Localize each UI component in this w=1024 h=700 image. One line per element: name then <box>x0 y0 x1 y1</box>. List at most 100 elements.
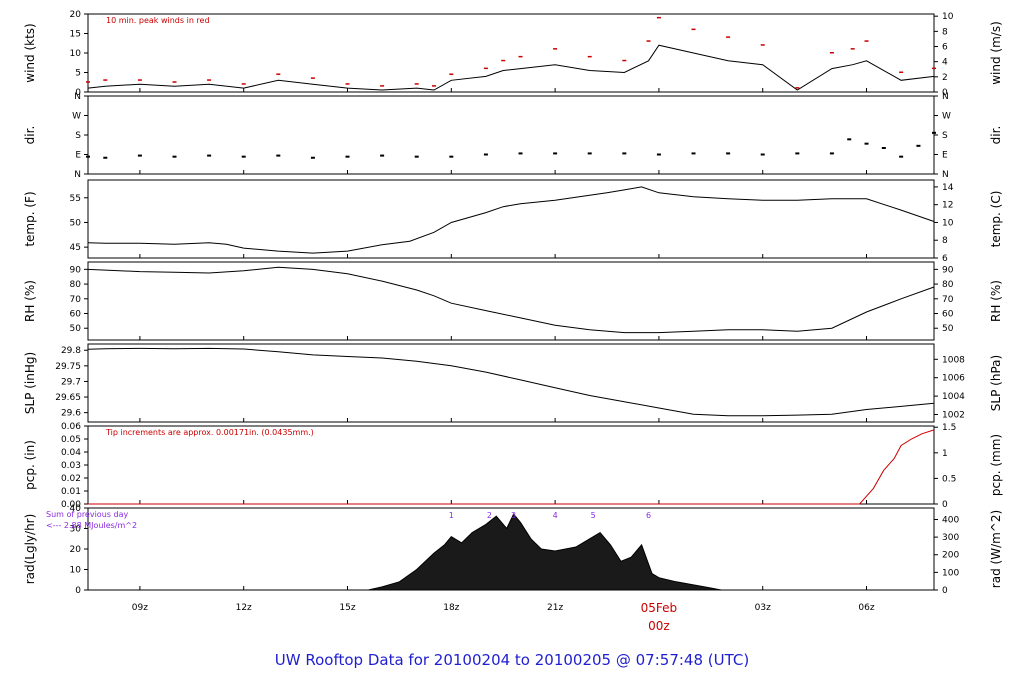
right-tick-label: 6 <box>942 43 948 53</box>
left-tick-label: 0.06 <box>61 422 81 432</box>
ylabel-temperature: temp. (F) <box>23 191 37 246</box>
peak-wind-marker <box>850 48 855 50</box>
right-tick-label: 100 <box>942 568 959 578</box>
left-tick-label: 15 <box>70 30 81 40</box>
left-tick-label: 0.02 <box>61 474 81 484</box>
panel-frame-precipitation <box>87 425 935 505</box>
peak-wind-marker <box>726 36 731 38</box>
peak-wind-marker <box>172 81 177 83</box>
right-tick-label: 2 <box>942 73 948 83</box>
direction-point <box>172 155 177 158</box>
right-tick-label: 8 <box>942 27 948 37</box>
left-tick-label: 10 <box>70 566 82 576</box>
peak-wind-marker <box>432 85 437 87</box>
panel-frame-sea_level_pressure <box>87 343 935 423</box>
left-tick-label: 20 <box>70 10 82 20</box>
left-tick-label: S <box>75 131 81 141</box>
time-label: 06z <box>858 603 874 613</box>
direction-point <box>726 152 731 155</box>
peak-wind-marker <box>103 79 108 81</box>
solar-sum-note: Sum of previous day <box>46 510 128 519</box>
peak-wind-marker <box>864 40 869 42</box>
peak-wind-marker <box>656 16 661 19</box>
ylabel-wind: wind (kts) <box>23 23 37 82</box>
solar-sum-note: <--- 2.88 MJoules/m^2 <box>46 521 137 530</box>
peak-wind-marker <box>553 48 558 50</box>
date-marker-time: 00z <box>648 619 670 633</box>
right-tick-label: 6 <box>942 254 948 264</box>
peak-wind-marker <box>795 87 800 89</box>
right-tick-label: 1002 <box>942 411 965 421</box>
direction-point <box>553 152 558 155</box>
solar-radiation-area <box>368 513 722 591</box>
series-line-temperature <box>87 186 935 254</box>
panel-frame-temperature <box>87 179 935 259</box>
right-tick-label: 4 <box>942 58 948 68</box>
solar-peak-marker: 4 <box>553 511 558 520</box>
peak-wind-marker <box>241 83 246 85</box>
direction-point <box>276 154 281 157</box>
right-tick-label: 14 <box>942 183 954 193</box>
left-tick-label: 0.03 <box>61 461 81 471</box>
direction-point <box>483 153 488 156</box>
left-tick-label: 29.65 <box>55 393 81 403</box>
time-label: 21z <box>547 603 563 613</box>
right-tick-label: 10 <box>942 218 954 228</box>
time-label: 18z <box>443 603 459 613</box>
peak-wind-marker <box>276 73 281 75</box>
direction-point <box>829 152 834 155</box>
direction-point <box>932 131 936 134</box>
right-tick-label: 0 <box>942 586 948 596</box>
peak-wind-marker <box>691 28 696 31</box>
peak-wind-marker <box>829 52 834 54</box>
right-tick-label: 80 <box>942 280 954 290</box>
left-tick-label: 0.04 <box>61 448 81 458</box>
panel-frame-direction <box>87 95 935 175</box>
left-tick-label: 30 <box>70 525 82 535</box>
ylabel-right-direction: dir. <box>989 126 1003 145</box>
right-tick-label: 50 <box>942 324 954 334</box>
peak-wind-marker <box>310 77 315 79</box>
peak-wind-marker <box>501 59 506 62</box>
right-tick-label: 0 <box>942 500 948 510</box>
direction-point <box>587 152 592 155</box>
left-tick-label: N <box>74 92 81 102</box>
left-tick-label: 50 <box>70 218 82 228</box>
right-tick-label: 10 <box>942 12 954 22</box>
direction-point <box>881 147 886 149</box>
left-tick-label: N <box>74 170 81 180</box>
direction-point <box>207 154 212 157</box>
right-tick-label: 0 <box>942 88 948 98</box>
right-tick-label: 1 <box>942 449 948 459</box>
direction-point <box>916 144 921 147</box>
panel-frame-wind <box>87 13 935 93</box>
left-tick-label: 50 <box>70 324 82 334</box>
left-tick-label: 40 <box>70 504 82 514</box>
time-label: 09z <box>132 603 148 613</box>
right-tick-label: 1.5 <box>942 423 956 433</box>
solar-peak-marker: 2 <box>487 511 492 520</box>
left-tick-label: 90 <box>70 265 82 275</box>
direction-point <box>414 155 419 158</box>
left-tick-label: 29.8 <box>61 346 81 356</box>
time-label: 12z <box>236 603 252 613</box>
panel-frame-relative_humidity <box>87 261 935 341</box>
date-marker-day: 05Feb <box>641 601 678 615</box>
right-tick-label: 90 <box>942 265 954 275</box>
direction-point <box>518 152 523 155</box>
left-tick-label: 0.01 <box>61 487 81 497</box>
peak-wind-marker <box>760 44 765 46</box>
peak-wind-marker <box>380 85 385 87</box>
right-tick-label: 1004 <box>942 392 965 402</box>
right-tick-label: 1006 <box>942 374 965 384</box>
left-tick-label: 60 <box>70 310 82 320</box>
ylabel-sea_level_pressure: SLP (inHg) <box>23 352 37 414</box>
left-tick-label: E <box>75 151 81 161</box>
right-tick-label: S <box>942 131 948 141</box>
left-tick-label: 80 <box>70 280 82 290</box>
direction-point <box>380 154 385 157</box>
right-tick-label: 8 <box>942 236 948 246</box>
direction-point <box>345 155 350 158</box>
left-tick-label: 55 <box>70 194 81 204</box>
